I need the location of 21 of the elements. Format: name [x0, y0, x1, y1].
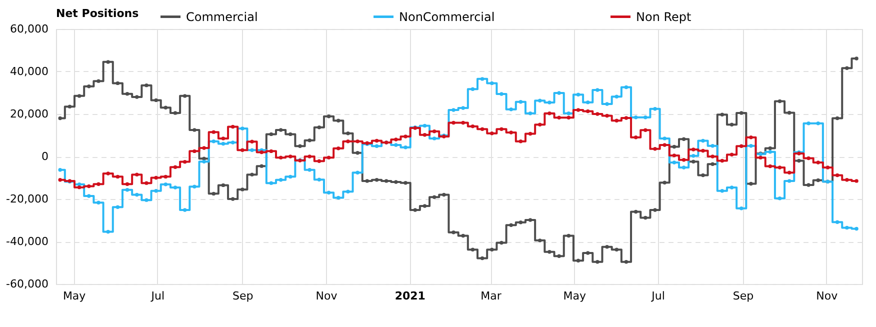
y-tick-label: 0 [42, 150, 48, 163]
legend-title: Net Positions [56, 7, 140, 20]
x-tick-label: May [62, 290, 86, 302]
x-tick-label: Mar [480, 290, 502, 302]
x-tick-label: Sep [232, 290, 254, 302]
x-tick-label: Nov [816, 290, 838, 302]
y-tick-label: -40,000 [6, 235, 48, 248]
x-tick-label: 2021 [394, 290, 426, 302]
x-tick-label: Jul [150, 290, 165, 302]
y-tick-label: 40,000 [10, 65, 48, 78]
y-tick-label: 20,000 [10, 108, 48, 120]
legend-label: Non Rept [636, 10, 692, 24]
x-tick-label: Jul [650, 290, 665, 302]
y-tick-label: -20,000 [6, 192, 48, 206]
y-tick-label: 60,000 [10, 22, 48, 36]
legend-label: NonCommercial [399, 10, 495, 24]
x-tick-label: Sep [732, 290, 754, 302]
x-tick-label: May [563, 290, 586, 302]
legend-label: Commercial [186, 10, 258, 24]
x-tick-label: Nov [316, 290, 338, 302]
y-tick-label: -60,000 [6, 278, 48, 290]
